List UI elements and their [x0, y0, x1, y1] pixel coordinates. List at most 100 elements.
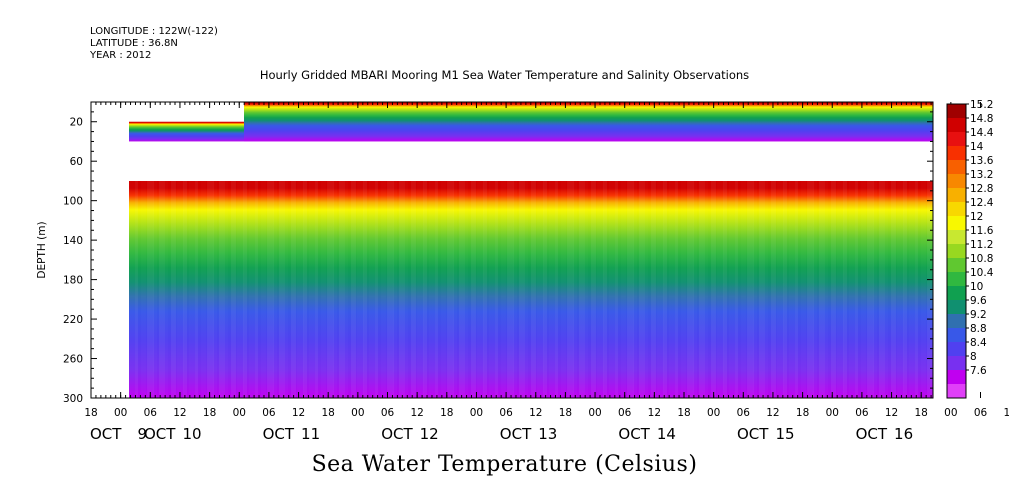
- colorbar-level-label: 8.4: [970, 337, 987, 349]
- colorbar-level-label: 12.4: [970, 197, 994, 209]
- x-hour-tick-label: 12: [292, 407, 305, 419]
- colorbar-level-label: 10.4: [970, 267, 994, 279]
- colorbar-swatch: [947, 342, 966, 357]
- y-tick-label: 260: [63, 354, 83, 366]
- x-hour-tick-label: 18: [84, 407, 97, 419]
- temperature-variation-streaks: [135, 180, 934, 398]
- x-hour-tick-label: 00: [826, 407, 839, 419]
- y-tick-label: 100: [63, 196, 83, 208]
- colorbar-swatch: [947, 216, 966, 231]
- x-hour-tick-label: 06: [381, 407, 395, 419]
- x-hour-tick-label: 06: [618, 407, 632, 419]
- x-hour-tick-label: 18: [915, 407, 928, 419]
- x-hour-tick-label: 00: [707, 407, 720, 419]
- colorbar-level-label: 12.8: [970, 183, 993, 195]
- x-hour-tick-label: 12: [885, 407, 898, 419]
- colorbar-swatch: [947, 384, 966, 399]
- x-hour-tick-label: 00: [470, 407, 483, 419]
- x-hour-tick-label: 00: [233, 407, 246, 419]
- x-axis: 18 00 06 12 18 00 06 12 18 00 06 12 18 00 06 12 18 00 06 12…: [84, 102, 1009, 443]
- colorbar-level-label: 14: [970, 141, 984, 153]
- y-tick-label: 220: [63, 314, 83, 326]
- colorbar-swatch: [947, 356, 966, 371]
- x-hour-tick-label: 12: [529, 407, 542, 419]
- colorbar-level-label: 13.6: [970, 155, 994, 167]
- colorbar-level-label: 14.4: [970, 127, 994, 139]
- colorbar-level-label: 11.2: [970, 239, 993, 251]
- chart-title: Hourly Gridded MBARI Mooring M1 Sea Wate…: [259, 68, 750, 82]
- colorbar-swatch: [947, 160, 966, 175]
- x-hour-tick-label: 12: [648, 407, 661, 419]
- colorbar-level-label: 9.2: [970, 309, 987, 321]
- colorbar-swatch: [947, 202, 966, 217]
- colorbar-level-label: 13.2: [970, 169, 993, 181]
- x-hour-tick-label: 12: [173, 407, 186, 419]
- colorbar-swatch: [947, 118, 966, 133]
- chart-caption: Sea Water Temperature (Celsius): [311, 452, 698, 477]
- colorbar-swatch: [947, 230, 966, 245]
- x-date-label: OCT 10: [144, 425, 202, 443]
- colorbar-level-label: 10.8: [970, 253, 993, 265]
- x-hour-tick-label: 18: [322, 407, 335, 419]
- colorbar-swatch: [947, 104, 966, 119]
- colorbar-swatch: [947, 370, 966, 385]
- x-hour-tick-label: 18: [677, 407, 690, 419]
- colorbar-frame: [946, 103, 967, 399]
- x-hour-tick-label: 00: [944, 407, 957, 419]
- x-date-label: OCT 13: [500, 425, 558, 443]
- colorbar-swatch: [947, 286, 966, 301]
- deep-temperature-field: [129, 180, 933, 398]
- colorbar-swatch: [947, 188, 966, 203]
- colorbar-level-label: 14.8: [970, 113, 993, 125]
- y-tick-label: 60: [70, 156, 83, 168]
- year-label: YEAR : 2012: [90, 50, 152, 61]
- x-hour-tick-label: 12: [766, 407, 779, 419]
- surface-temperature-field: [244, 102, 933, 142]
- x-hour-tick-label: 18: [440, 407, 453, 419]
- x-hour-tick-label: 00: [351, 407, 364, 419]
- x-hour-tick-label: 18: [796, 407, 809, 419]
- x-date-label: OCT 14: [618, 425, 676, 443]
- colorbar-level-label: 7.6: [970, 365, 987, 377]
- colorbar-swatch: [947, 258, 966, 273]
- x-date-label: OCT 9: [90, 425, 147, 443]
- x-hour-tick-label: 00: [114, 407, 127, 419]
- x-hour-tick-label: 06: [499, 407, 513, 419]
- colorbar-level-label: 9.6: [970, 295, 987, 307]
- x-hour-tick-label: 06: [262, 407, 276, 419]
- x-hour-tick-label: 12: [1003, 407, 1009, 419]
- colorbar-swatch: [947, 146, 966, 161]
- missing-data-gap: [91, 141, 933, 181]
- colorbar-swatch: [947, 314, 966, 329]
- x-hour-tick-label: 18: [559, 407, 572, 419]
- y-axis-label: DEPTH (m): [36, 221, 48, 278]
- y-tick-label: 300: [63, 393, 83, 405]
- x-hour-tick-label: 06: [855, 407, 869, 419]
- colorbar-level-label: 8: [970, 351, 977, 363]
- x-hour-tick-label: 18: [203, 407, 216, 419]
- colorbar-swatch: [947, 328, 966, 343]
- plot-area: [90, 101, 934, 399]
- x-date-label: OCT 16: [856, 425, 914, 443]
- x-date-label: OCT 12: [381, 425, 439, 443]
- y-tick-label: 140: [63, 235, 83, 247]
- colorbar-level-label: 8.8: [970, 323, 987, 335]
- colorbar-swatch: [947, 272, 966, 287]
- colorbar-swatch: [947, 244, 966, 259]
- colorbar: 15.2 14.8 14.4 14 13.6 13.2 12.8 12.4 12 11.6 11.2…: [946, 99, 994, 399]
- x-date-label: OCT 11: [263, 425, 321, 443]
- x-hour-tick-label: 00: [588, 407, 601, 419]
- colorbar-level-label: 12: [970, 211, 983, 223]
- y-tick-label: 180: [63, 275, 83, 287]
- x-hour-tick-label: 06: [144, 407, 158, 419]
- colorbar-level-label: 10: [970, 281, 983, 293]
- x-hour-tick-label: 06: [974, 407, 988, 419]
- x-hour-tick-label: 12: [410, 407, 423, 419]
- latitude-label: LATITUDE : 36.8N: [90, 38, 178, 49]
- colorbar-swatch: [947, 300, 966, 315]
- y-axis: 20 60 100 140 180 220 260 300: [63, 101, 933, 405]
- colorbar-level-label: 11.6: [970, 225, 994, 237]
- colorbar-level-label: 15.2: [970, 99, 993, 111]
- y-tick-label: 20: [70, 117, 83, 129]
